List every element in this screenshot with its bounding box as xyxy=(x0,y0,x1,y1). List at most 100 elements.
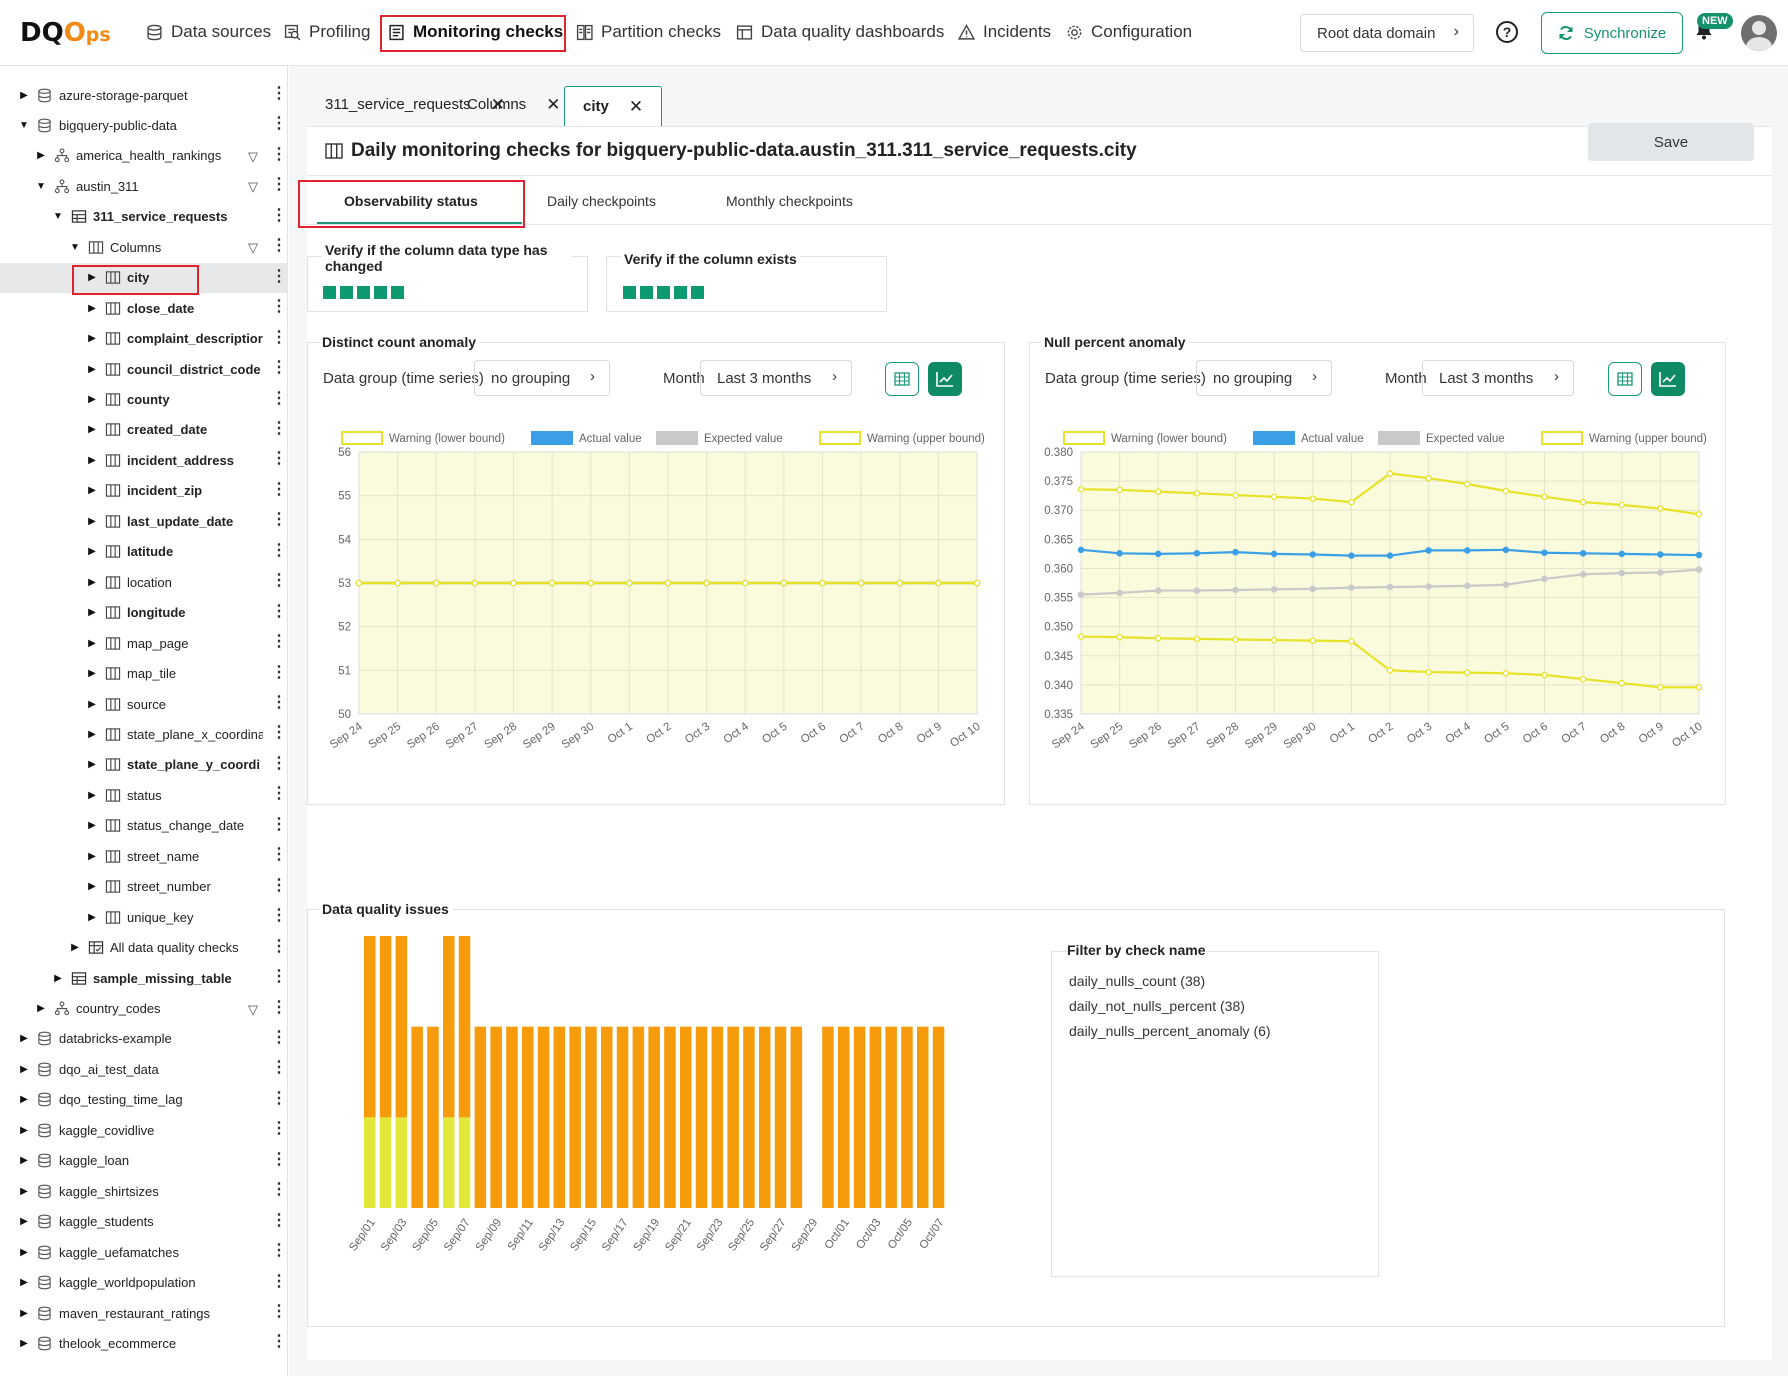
sidebar-item-state-plane-y-coordi[interactable]: ▶ state_plane_y_coordi ⋮ xyxy=(0,750,288,780)
more-options-icon[interactable]: ⋮ xyxy=(271,1120,287,1138)
caret-right-icon[interactable]: ▶ xyxy=(20,1124,28,1136)
period-select[interactable]: Last 3 months › xyxy=(700,360,852,396)
status-square[interactable] xyxy=(691,286,704,299)
more-options-icon[interactable]: ⋮ xyxy=(271,1059,287,1077)
filter-icon[interactable]: ▽ xyxy=(248,240,258,256)
more-options-icon[interactable]: ⋮ xyxy=(271,145,287,163)
caret-right-icon[interactable]: ▶ xyxy=(20,1063,28,1075)
caret-right-icon[interactable]: ▶ xyxy=(20,1216,28,1228)
tab-city[interactable]: city ✕ xyxy=(564,86,663,126)
sidebar-item-dqo-ai-test-data[interactable]: ▶ dqo_ai_test_data ⋮ xyxy=(0,1054,288,1084)
nav-data-quality-dashboards[interactable]: Data quality dashboards xyxy=(736,22,944,42)
sidebar-item-thelook-ecommerce[interactable]: ▶ thelook_ecommerce ⋮ xyxy=(0,1328,288,1358)
sidebar-item-columns[interactable]: ▼ Columns ▽ ⋮ xyxy=(0,232,288,262)
chart-view-button[interactable] xyxy=(1651,362,1685,396)
sidebar-item-kaggle-uefamatches[interactable]: ▶ kaggle_uefamatches ⋮ xyxy=(0,1237,288,1267)
caret-right-icon[interactable]: ▶ xyxy=(54,972,62,984)
status-square[interactable] xyxy=(340,286,353,299)
more-options-icon[interactable]: ⋮ xyxy=(271,1089,287,1107)
status-square[interactable] xyxy=(640,286,653,299)
more-options-icon[interactable]: ⋮ xyxy=(271,1211,287,1229)
sidebar-item-dqo-testing-time-lag[interactable]: ▶ dqo_testing_time_lag ⋮ xyxy=(0,1085,288,1115)
caret-right-icon[interactable]: ▶ xyxy=(20,89,28,101)
close-icon[interactable]: ✕ xyxy=(628,96,644,116)
sidebar-item-311-service-requests[interactable]: ▼ 311_service_requests ⋮ xyxy=(0,202,288,232)
caret-right-icon[interactable]: ▶ xyxy=(20,1277,28,1289)
more-options-icon[interactable]: ⋮ xyxy=(271,419,287,437)
sidebar-item-council-district-code[interactable]: ▶ council_district_code ⋮ xyxy=(0,354,288,384)
more-options-icon[interactable]: ⋮ xyxy=(271,267,287,285)
caret-right-icon[interactable]: ▶ xyxy=(88,881,96,893)
nav-monitoring-checks[interactable]: Monitoring checks xyxy=(388,22,563,42)
table-view-button[interactable] xyxy=(1608,362,1642,396)
chart-view-button[interactable] xyxy=(928,362,962,396)
caret-right-icon[interactable]: ▶ xyxy=(20,1307,28,1319)
sidebar-item-map-page[interactable]: ▶ map_page ⋮ xyxy=(0,628,288,658)
caret-right-icon[interactable]: ▶ xyxy=(37,150,45,162)
more-options-icon[interactable]: ⋮ xyxy=(271,1333,287,1351)
caret-right-icon[interactable]: ▶ xyxy=(88,607,96,619)
sidebar-item-city[interactable]: ▶ city ⋮ xyxy=(0,262,288,293)
nav-profiling[interactable]: Profiling xyxy=(284,22,370,42)
more-options-icon[interactable]: ⋮ xyxy=(271,359,287,377)
more-options-icon[interactable]: ⋮ xyxy=(271,328,287,346)
caret-right-icon[interactable]: ▶ xyxy=(20,1185,28,1197)
sidebar-item-source[interactable]: ▶ source ⋮ xyxy=(0,689,288,719)
status-square[interactable] xyxy=(357,286,370,299)
more-options-icon[interactable]: ⋮ xyxy=(271,115,287,133)
more-options-icon[interactable]: ⋮ xyxy=(271,694,287,711)
sidebar-item-austin-311[interactable]: ▼ austin_311 ▽ ⋮ xyxy=(0,171,288,201)
caret-right-icon[interactable]: ▶ xyxy=(88,789,96,801)
more-options-icon[interactable]: ⋮ xyxy=(271,876,287,894)
more-options-icon[interactable]: ⋮ xyxy=(271,724,287,742)
caret-right-icon[interactable]: ▶ xyxy=(71,942,79,954)
caret-down-icon[interactable]: ▼ xyxy=(36,180,46,192)
more-options-icon[interactable]: ⋮ xyxy=(271,237,287,255)
help-icon[interactable]: ? xyxy=(1496,21,1518,43)
more-options-icon[interactable]: ⋮ xyxy=(271,1181,287,1199)
caret-down-icon[interactable]: ▼ xyxy=(53,211,63,223)
sidebar-item-unique-key[interactable]: ▶ unique_key ⋮ xyxy=(0,902,288,932)
more-options-icon[interactable]: ⋮ xyxy=(271,572,287,590)
more-options-icon[interactable]: ⋮ xyxy=(271,815,287,833)
sidebar-item-complaint-descriptior[interactable]: ▶ complaint_descriptior ⋮ xyxy=(0,324,288,354)
more-options-icon[interactable]: ⋮ xyxy=(271,907,287,925)
filter-icon[interactable]: ▽ xyxy=(248,148,258,164)
caret-right-icon[interactable]: ▶ xyxy=(20,1337,28,1349)
sidebar-item-last-update-date[interactable]: ▶ last_update_date ⋮ xyxy=(0,506,288,536)
more-options-icon[interactable]: ⋮ xyxy=(271,176,287,194)
sidebar-item-longitude[interactable]: ▶ longitude ⋮ xyxy=(0,598,288,628)
status-square[interactable] xyxy=(623,286,636,299)
more-options-icon[interactable]: ⋮ xyxy=(271,968,287,986)
sidebar-item-kaggle-students[interactable]: ▶ kaggle_students ⋮ xyxy=(0,1207,288,1237)
more-options-icon[interactable]: ⋮ xyxy=(271,206,287,224)
tab-311-service-requests[interactable]: 311_service_requests ✕ xyxy=(307,84,523,125)
caret-right-icon[interactable]: ▶ xyxy=(88,698,96,710)
more-options-icon[interactable]: ⋮ xyxy=(271,785,287,803)
more-options-icon[interactable]: ⋮ xyxy=(271,998,287,1016)
more-options-icon[interactable]: ⋮ xyxy=(271,85,287,102)
user-avatar[interactable] xyxy=(1741,15,1777,51)
sidebar-item-county[interactable]: ▶ county ⋮ xyxy=(0,385,288,415)
status-square[interactable] xyxy=(391,286,404,299)
sidebar-item-country-codes[interactable]: ▶ country_codes ▽ ⋮ xyxy=(0,994,288,1024)
more-options-icon[interactable]: ⋮ xyxy=(271,846,287,864)
subtab-daily-checkpoints[interactable]: Daily checkpoints xyxy=(547,193,656,209)
caret-right-icon[interactable]: ▶ xyxy=(88,394,96,405)
caret-right-icon[interactable]: ▶ xyxy=(88,272,96,284)
sidebar-item-all-data-quality-checks[interactable]: ▶ All data quality checks ⋮ xyxy=(0,933,288,963)
more-options-icon[interactable]: ⋮ xyxy=(271,298,287,316)
caret-down-icon[interactable]: ▼ xyxy=(70,241,80,253)
caret-right-icon[interactable]: ▶ xyxy=(88,546,96,558)
caret-right-icon[interactable]: ▶ xyxy=(88,302,96,314)
caret-right-icon[interactable]: ▶ xyxy=(88,728,96,740)
sidebar-item-state-plane-x-coordina[interactable]: ▶ state_plane_x_coordina ⋮ xyxy=(0,719,288,749)
sidebar-item-close-date[interactable]: ▶ close_date ⋮ xyxy=(0,293,288,323)
filter-item[interactable]: daily_not_nulls_percent (38) xyxy=(1069,998,1245,1014)
caret-right-icon[interactable]: ▶ xyxy=(88,363,96,375)
sidebar-item-kaggle-covidlive[interactable]: ▶ kaggle_covidlive ⋮ xyxy=(0,1115,288,1145)
dqops-logo[interactable]: DQOps xyxy=(20,18,111,48)
sidebar-item-created-date[interactable]: ▶ created_date ⋮ xyxy=(0,415,288,445)
nav-partition-checks[interactable]: Partition checks xyxy=(576,22,721,42)
caret-right-icon[interactable]: ▶ xyxy=(88,820,96,832)
